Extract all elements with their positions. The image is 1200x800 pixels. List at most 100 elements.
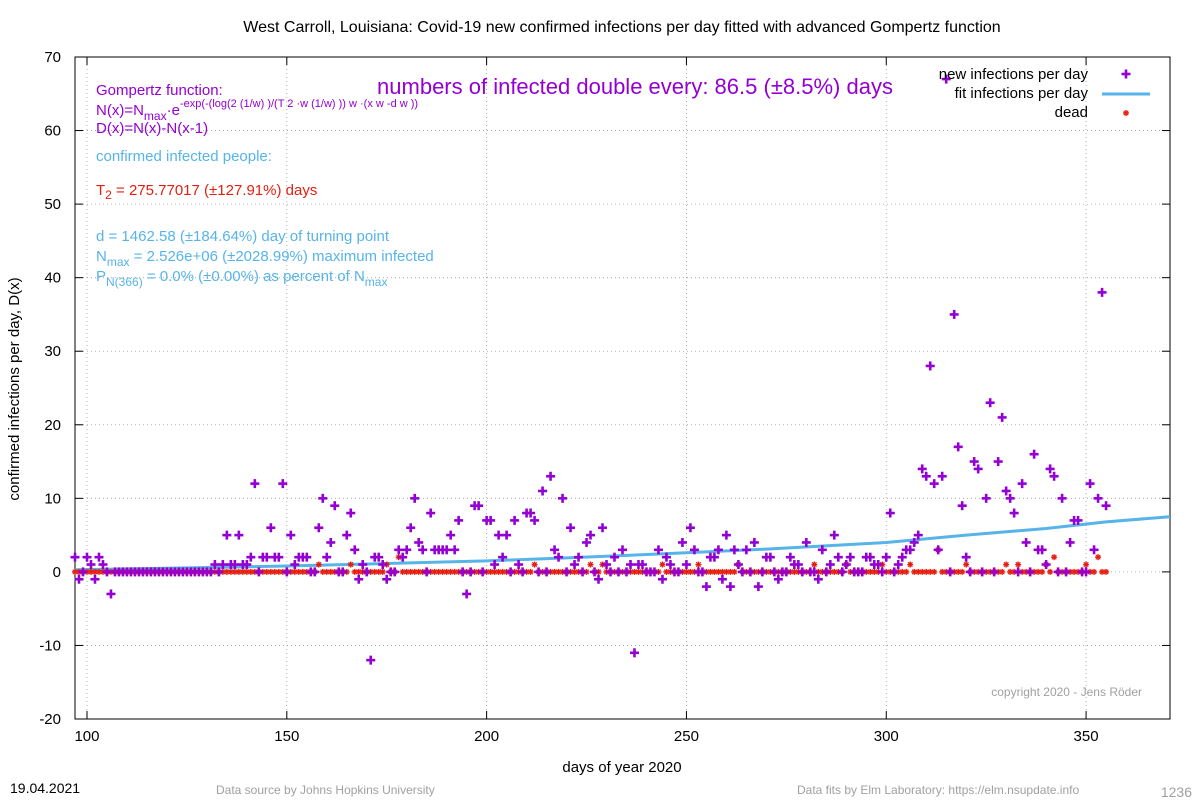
infection-point	[945, 567, 955, 577]
infection-point	[254, 567, 264, 577]
infection-point	[322, 552, 332, 562]
infection-point	[90, 574, 100, 584]
marker-d2	[1123, 110, 1129, 116]
marker-d2	[907, 561, 913, 568]
infection-point	[214, 567, 224, 577]
marker-d2	[683, 569, 690, 575]
marker-d2	[432, 569, 438, 575]
nmax-annotation: Nmax = 2.526e+06 (±2028.99%) maximum inf…	[96, 248, 434, 269]
infection-point	[793, 560, 803, 570]
infection-point	[729, 545, 739, 555]
dead-point	[379, 568, 386, 575]
infection-point	[829, 530, 839, 540]
infection-point	[98, 560, 108, 570]
infection-point	[82, 552, 92, 562]
infection-point	[474, 501, 484, 511]
marker-d2	[1091, 569, 1097, 575]
dead-point	[663, 568, 670, 575]
infection-point	[937, 471, 947, 481]
dead-point	[531, 561, 538, 568]
marker-d2	[448, 569, 454, 575]
infection-point	[602, 560, 612, 570]
footer-source: Data source by Johns Hopkins University	[216, 783, 435, 797]
infection-point	[94, 552, 104, 562]
marker-d2	[527, 569, 534, 575]
y-tick-label: 50	[44, 196, 61, 213]
marker-d2	[499, 569, 506, 575]
infection-point	[933, 545, 943, 555]
dead-point	[1047, 568, 1054, 575]
dead-point	[959, 568, 966, 575]
infection-point	[614, 567, 624, 577]
marker-d2	[324, 569, 330, 575]
infection-point	[1049, 471, 1059, 481]
infection-point	[961, 552, 971, 562]
marker-d2	[727, 569, 734, 575]
marker-d2	[248, 569, 254, 575]
infection-point	[677, 537, 687, 547]
marker-d2	[831, 569, 837, 575]
infection-point	[825, 560, 835, 570]
infection-point	[358, 560, 368, 570]
marker-d2	[348, 561, 354, 568]
marker-d2	[372, 569, 378, 575]
marker-d2	[487, 569, 494, 575]
marker-d2	[228, 569, 234, 575]
marker-d2	[911, 569, 917, 575]
d-annotation: d = 1462.58 (±184.64%) day of turning po…	[96, 228, 390, 245]
dead-point	[291, 568, 298, 575]
marker-d2	[356, 569, 362, 575]
infection-point	[310, 567, 320, 577]
dead-point	[231, 568, 238, 575]
infection-point	[346, 508, 356, 518]
infection-point	[1081, 567, 1091, 577]
marker-d2	[903, 569, 909, 575]
legend: new infections per day fit infections pe…	[939, 66, 1150, 121]
infection-point	[330, 501, 340, 511]
gompertz-title: Gompertz function:	[96, 82, 223, 99]
infection-point	[442, 545, 452, 555]
infection-point	[558, 493, 568, 503]
infection-point	[1061, 567, 1071, 577]
marker-d2	[695, 561, 702, 568]
dead-point	[1099, 568, 1106, 575]
gompertz-formula-n: N(x)=Nmax·e-exp(-(log(2 (1/w) )/(T 2 ·w …	[96, 98, 418, 123]
legend-label-fit: fit infections per day	[955, 85, 1089, 102]
infection-point	[1005, 493, 1015, 503]
infection-point	[326, 537, 336, 547]
infection-point	[70, 552, 80, 562]
infection-point	[757, 567, 767, 577]
marker-d2	[1051, 554, 1057, 560]
infection-point	[801, 537, 811, 547]
infection-point	[813, 574, 823, 584]
y-tick-label: 10	[44, 490, 61, 507]
infection-point	[873, 560, 883, 570]
dead-point	[711, 568, 718, 575]
marker-d2	[328, 569, 334, 575]
infection-point	[454, 515, 464, 525]
infection-point	[681, 560, 691, 570]
dead-point	[999, 568, 1006, 575]
infection-point	[909, 537, 919, 547]
infection-point	[841, 560, 851, 570]
marker-d2	[631, 569, 638, 575]
marker-d2	[88, 569, 94, 575]
marker-d2	[939, 569, 945, 575]
infection-point	[941, 74, 951, 84]
infection-point	[997, 412, 1007, 422]
infection-point	[837, 567, 847, 577]
copyright-label: copyright 2020 - Jens Röder	[991, 685, 1142, 699]
infection-point	[502, 530, 512, 540]
dead-point	[635, 568, 642, 575]
dead-point	[1091, 568, 1098, 575]
dead-point	[315, 561, 322, 568]
infection-point	[566, 523, 576, 533]
infections-series	[70, 74, 1111, 665]
infection-point	[713, 545, 723, 555]
dead-point	[355, 568, 362, 575]
infection-point	[390, 567, 400, 577]
infection-point	[1057, 493, 1067, 503]
infection-point	[973, 464, 983, 474]
marker-d2	[999, 569, 1005, 575]
infection-point	[302, 552, 312, 562]
